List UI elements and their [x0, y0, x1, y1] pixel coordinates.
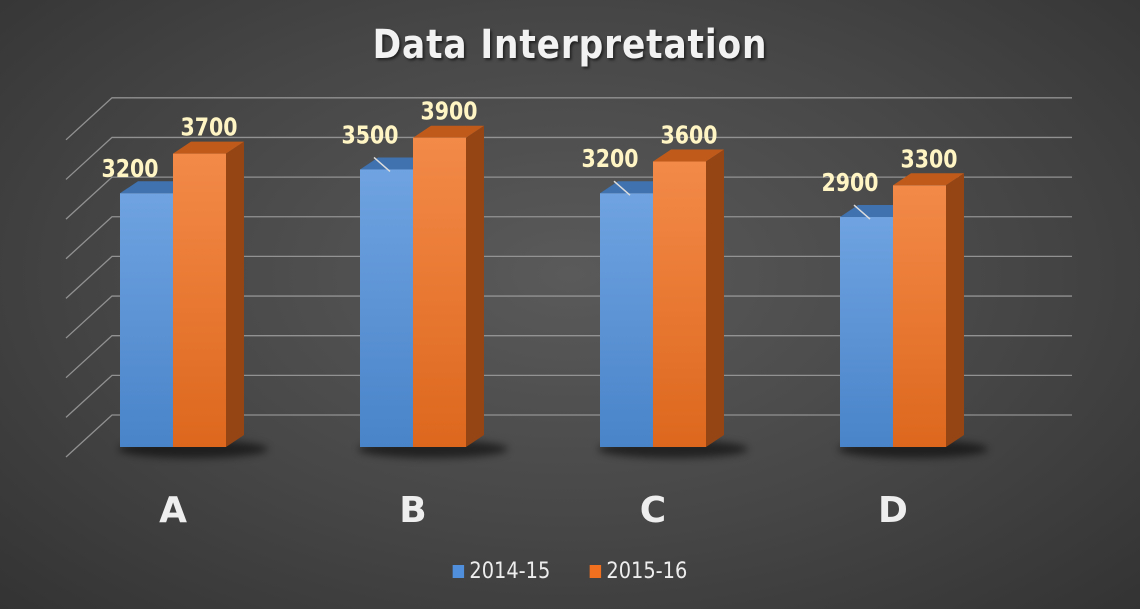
data-labels: 3200 3700 3500 3900 3200 3600 2900 3300: [101, 98, 958, 220]
data-label-d-series-1: 2900: [821, 169, 878, 197]
gridline: [65, 374, 1072, 418]
bar-front: [840, 217, 893, 447]
bar-front: [893, 185, 946, 447]
legend-swatch-series-2: [589, 565, 602, 578]
bar-side: [466, 125, 484, 447]
bar-a-series-2[interactable]: [173, 141, 244, 447]
bar-top: [173, 141, 244, 154]
legend-label-series-1: 2014-15: [469, 559, 551, 584]
gridline: [65, 97, 1072, 141]
bar-top: [653, 149, 724, 162]
bar-side: [946, 173, 964, 447]
bar-front: [413, 137, 466, 448]
gridline: [65, 176, 1072, 220]
category-label-d: D: [878, 490, 908, 531]
bar-side: [706, 149, 724, 447]
data-label-b-series-2: 3900: [420, 98, 477, 126]
bar-front: [653, 161, 706, 447]
legend-label-series-2: 2015-16: [606, 559, 688, 584]
gridline: [65, 216, 1072, 260]
bar-front: [360, 169, 413, 447]
category-label-c: C: [640, 490, 666, 531]
data-label-a-series-1: 3200: [101, 155, 158, 183]
data-label-d-series-2: 3300: [900, 145, 957, 173]
legend-item-series-2[interactable]: 2015-16: [589, 559, 688, 584]
bar-front: [600, 193, 653, 447]
chart-title: Data Interpretation: [372, 22, 768, 68]
bar-d-series-2[interactable]: [893, 173, 964, 447]
data-label-b-series-1: 3500: [341, 122, 398, 150]
data-label-leader: [853, 204, 871, 220]
gridline: [65, 295, 1072, 339]
data-label-a-series-2: 3700: [180, 114, 237, 142]
category-label-b: B: [399, 490, 426, 531]
bars: [118, 125, 988, 458]
gridline: [65, 335, 1072, 379]
gridline: [65, 136, 1072, 180]
bar-top: [893, 173, 964, 186]
bar-b-series-2[interactable]: [413, 125, 484, 448]
legend-item-series-1[interactable]: 2014-15: [452, 559, 551, 584]
gridline: [65, 255, 1072, 299]
data-label-c-series-1: 3200: [581, 145, 638, 173]
data-label-leader: [373, 156, 391, 173]
bar-c-series-2[interactable]: [653, 149, 724, 447]
legend: 2014-15 2015-16: [0, 559, 1140, 584]
legend-swatch-series-1: [452, 565, 465, 578]
gridlines: [65, 97, 1072, 458]
gridline: [65, 414, 1072, 458]
bar-side: [226, 141, 244, 447]
data-label-leader: [613, 180, 631, 196]
bar-front: [173, 153, 226, 447]
bar-top: [413, 125, 484, 138]
data-label-c-series-2: 3600: [660, 122, 717, 150]
category-label-a: A: [159, 490, 187, 531]
bar-front: [120, 193, 173, 447]
